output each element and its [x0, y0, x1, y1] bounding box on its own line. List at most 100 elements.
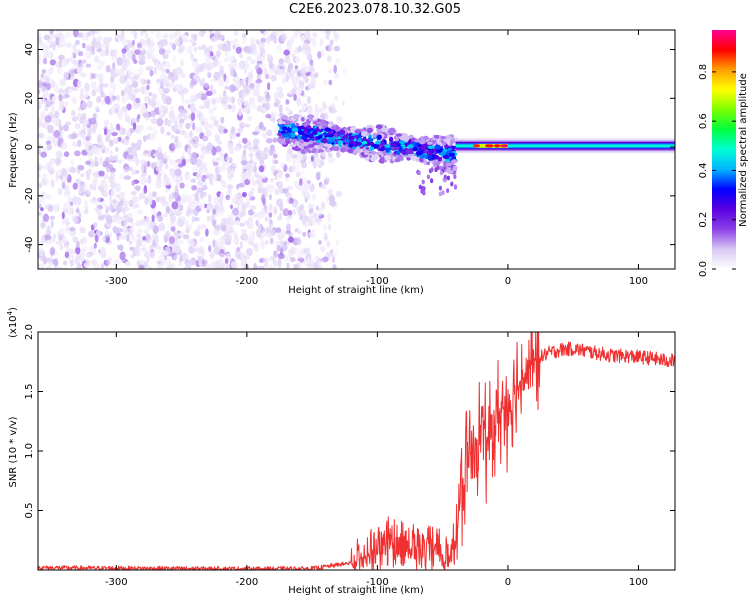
band-speck — [296, 134, 302, 140]
noise-speck — [145, 84, 150, 91]
noise-speck — [313, 152, 319, 159]
noise-speck — [317, 51, 322, 59]
noise-speck — [62, 260, 68, 266]
noise-speck — [238, 182, 245, 188]
noise-speck — [288, 43, 293, 52]
noise-speck — [195, 93, 202, 99]
noise-speck — [268, 212, 273, 218]
noise-speck — [76, 240, 80, 248]
spectrogram-ytick-label: 40 — [24, 43, 35, 56]
band-speck — [379, 147, 385, 152]
noise-speck — [293, 263, 299, 269]
noise-speck — [244, 68, 247, 74]
noise-speck — [65, 42, 72, 48]
noise-speck — [73, 218, 79, 225]
noise-speck — [241, 204, 247, 213]
spectrogram-xtick-label: -300 — [105, 276, 128, 287]
noise-speck — [187, 146, 192, 156]
noise-speck — [123, 128, 131, 135]
noise-speck — [241, 91, 246, 99]
noise-speck — [323, 234, 327, 242]
noise-speck — [80, 173, 84, 178]
noise-speck — [104, 128, 108, 136]
noise-speck — [144, 39, 148, 47]
noise-speck — [97, 66, 102, 71]
noise-speck — [286, 223, 291, 233]
noise-speck — [117, 111, 123, 120]
snr-ytick-label: 1.5 — [24, 384, 35, 400]
noise-speck — [202, 135, 209, 142]
noise-speck — [225, 194, 231, 201]
noise-speck — [228, 226, 234, 234]
noise-speck — [300, 68, 306, 75]
spectrogram-image — [38, 30, 675, 269]
noise-speck — [290, 53, 296, 58]
noise-speck — [302, 73, 307, 82]
noise-speck — [250, 162, 255, 168]
noise-speck — [250, 59, 256, 65]
noise-speck — [262, 131, 266, 138]
band-speck — [430, 178, 434, 184]
snr-panel: -300 -200 -100 0 100 0.5 1.0 1.5 2.0 Height of s… — [6, 307, 676, 596]
noise-speck — [85, 171, 91, 181]
band-speck — [446, 188, 450, 194]
noise-speck — [49, 113, 57, 119]
noise-speck — [274, 240, 282, 248]
noise-speck — [108, 231, 113, 239]
noise-speck — [283, 254, 288, 263]
noise-speck — [209, 251, 215, 259]
noise-speck — [209, 114, 215, 121]
band-speck — [397, 145, 403, 152]
noise-speck — [53, 203, 60, 212]
noise-speck — [136, 145, 141, 151]
band-speck — [434, 161, 441, 166]
noise-speck — [318, 240, 322, 245]
noise-speck — [285, 173, 290, 178]
band-speck — [439, 170, 443, 176]
noise-speck — [211, 259, 215, 266]
noise-speck — [297, 45, 302, 53]
band-speck — [426, 174, 430, 180]
noise-speck — [296, 185, 301, 191]
noise-speck — [271, 158, 276, 165]
noise-speck — [253, 262, 257, 269]
noise-speck — [240, 172, 246, 179]
noise-speck — [172, 140, 178, 149]
noise-speck — [103, 36, 110, 45]
noise-speck — [335, 115, 343, 124]
noise-speck — [65, 121, 72, 126]
snr-xtick-label: -300 — [105, 577, 128, 588]
noise-speck — [229, 84, 236, 93]
noise-speck — [272, 153, 278, 159]
noise-speck — [294, 247, 298, 254]
noise-speck — [163, 33, 169, 38]
noise-speck — [331, 255, 336, 264]
noise-speck — [130, 93, 136, 101]
noise-speck — [87, 126, 93, 135]
noise-speck — [259, 30, 265, 34]
noise-speck — [241, 233, 248, 241]
carrier-peak-speck — [502, 144, 509, 148]
noise-speck — [199, 142, 203, 149]
noise-speck — [301, 104, 308, 110]
noise-speck — [208, 177, 213, 185]
noise-speck — [95, 197, 102, 202]
noise-speck — [88, 183, 95, 191]
noise-speck — [296, 87, 302, 95]
band-speck — [375, 140, 381, 145]
band-speck — [338, 143, 342, 148]
band-speck — [427, 155, 433, 161]
noise-speck — [132, 195, 138, 203]
noise-speck — [328, 156, 335, 164]
noise-speck — [131, 169, 138, 175]
noise-speck — [53, 130, 61, 138]
noise-speck — [292, 82, 298, 92]
noise-speck — [213, 71, 220, 81]
noise-speck — [139, 47, 145, 52]
noise-speck — [309, 59, 314, 66]
noise-speck — [150, 41, 155, 47]
noise-speck — [242, 192, 247, 198]
noise-speck — [265, 226, 272, 234]
noise-speck — [296, 237, 302, 246]
noise-speck — [191, 216, 195, 223]
